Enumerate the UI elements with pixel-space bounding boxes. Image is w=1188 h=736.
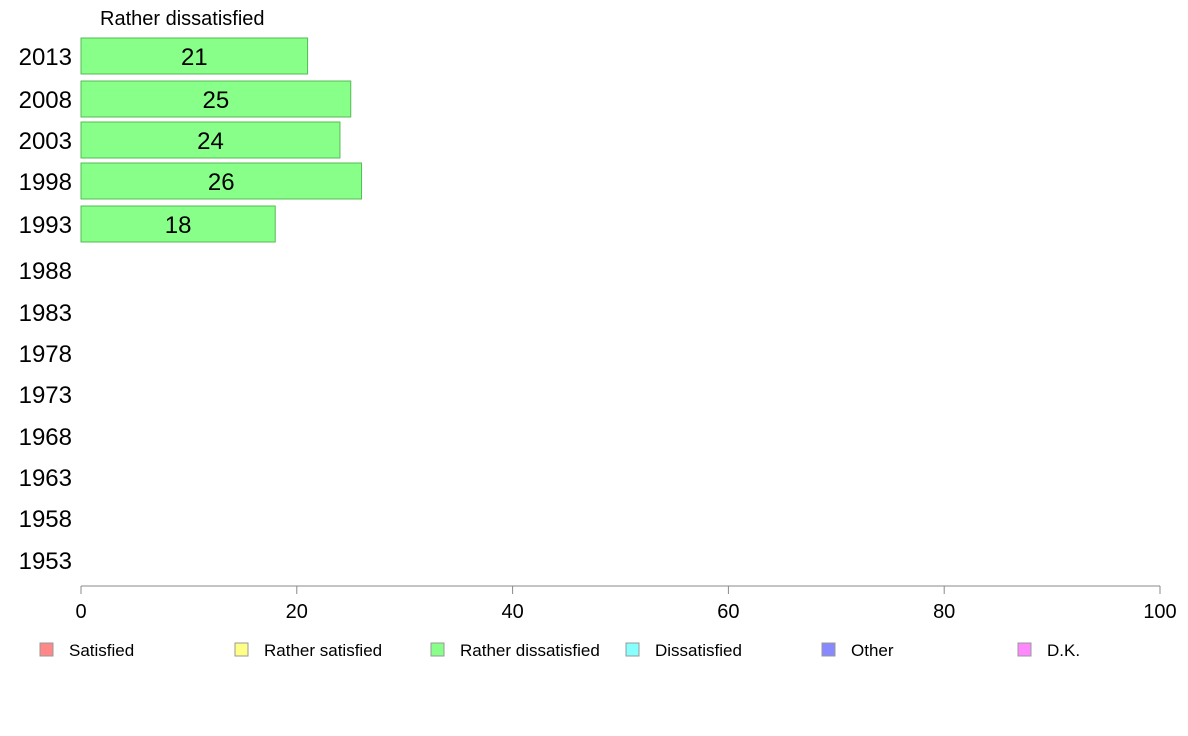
legend-label: Rather dissatisfied [460, 641, 600, 660]
year-labels: 2013 2008 2003 1998 1993 1988 1983 1978 1973 1968… [19, 44, 72, 575]
bar-value-label: 21 [181, 44, 208, 71]
year-label: 1963 [19, 465, 72, 492]
year-label: 1988 [19, 258, 72, 285]
x-tick-label: 0 [75, 601, 86, 623]
x-tick-label: 40 [501, 601, 523, 623]
year-label: 1998 [19, 169, 72, 196]
year-label: 2008 [19, 87, 72, 114]
legend-swatch [821, 642, 836, 657]
bar-value-label: 25 [203, 87, 230, 114]
bar [80, 37, 309, 75]
x-axis: 0 20 40 60 80 100 [75, 585, 1177, 623]
legend-label: D.K. [1047, 641, 1080, 660]
legend-label: Satisfied [69, 641, 134, 660]
year-label: 1978 [19, 341, 72, 368]
year-label: 1953 [19, 548, 72, 575]
bar-value-label: 24 [197, 128, 224, 155]
year-label: 1973 [19, 382, 72, 409]
legend-label: Dissatisfied [655, 641, 742, 660]
x-tick-label: 100 [1143, 601, 1176, 623]
legend-swatch [625, 642, 640, 657]
bars-group: 21 25 24 26 18 [80, 37, 363, 243]
year-label: 2003 [19, 128, 72, 155]
x-tick-label: 20 [286, 601, 308, 623]
panel-title: Rather dissatisfied [100, 8, 265, 30]
bar [80, 162, 363, 200]
legend-label: Rather satisfied [264, 641, 382, 660]
year-label: 1968 [19, 424, 72, 451]
year-label: 1983 [19, 300, 72, 327]
bar-value-label: 26 [208, 169, 235, 196]
x-tick-label: 80 [933, 601, 955, 623]
legend-swatch [39, 642, 54, 657]
legend-swatch [1017, 642, 1032, 657]
x-tick-label: 60 [717, 601, 739, 623]
legend-label: Other [851, 641, 894, 660]
legend: Satisfied Rather satisfied Rather dissatis… [39, 641, 1080, 660]
year-label: 1993 [19, 212, 72, 239]
bar [80, 80, 352, 118]
bar-value-label: 18 [165, 212, 192, 239]
year-label: 1958 [19, 506, 72, 533]
bar [80, 121, 341, 159]
legend-swatch [234, 642, 249, 657]
year-label: 2013 [19, 44, 72, 71]
bar [80, 205, 276, 243]
legend-swatch [430, 642, 445, 657]
